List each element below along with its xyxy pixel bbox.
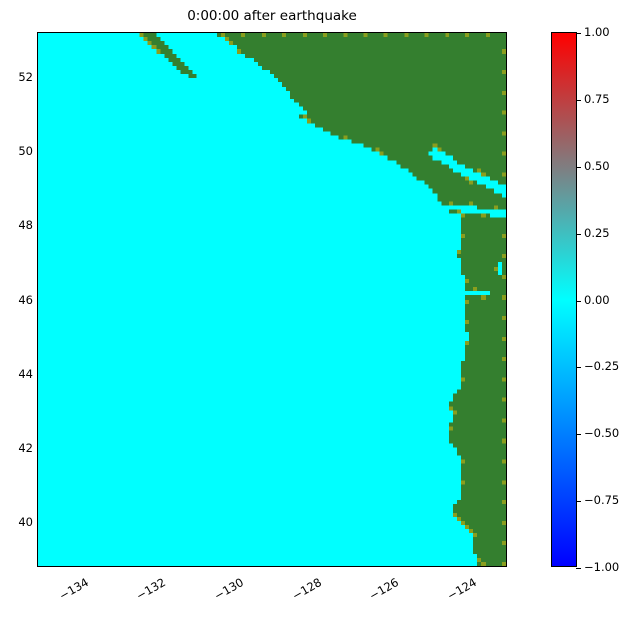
colorbar-ticklabel: −0.25 xyxy=(584,359,620,374)
x-axis-ticklabel: −130 xyxy=(211,575,247,603)
colorbar-tick xyxy=(576,166,581,168)
x-axis-ticklabel: −134 xyxy=(56,575,91,603)
colorbar-ticklabel: 0.75 xyxy=(584,91,610,106)
y-axis-ticklabel: 42 xyxy=(18,441,33,456)
colorbar-tick xyxy=(576,99,581,101)
colorbar-ticklabel: 0.50 xyxy=(584,158,610,173)
y-axis-tick xyxy=(37,523,38,524)
y-axis-tick xyxy=(37,226,38,227)
y-axis-ticklabel: 50 xyxy=(18,143,33,158)
x-axis-ticklabels: −134 −132 −130 −128 −126 −124 xyxy=(37,567,507,617)
y-axis-ticklabel: 46 xyxy=(18,292,33,307)
y-axis-ticklabel: 44 xyxy=(18,366,33,381)
colorbar-ticklabels: 1.00 0.75 0.50 0.25 0.00 −0.25 −0.50 −0.75 −1.00 xyxy=(584,25,638,574)
x-axis-ticklabel: −126 xyxy=(367,575,402,603)
colorbar-ticklabel: 1.00 xyxy=(584,25,610,39)
y-axis-ticklabels: 40 42 44 46 48 50 52 xyxy=(0,32,33,567)
coastline-heatmap xyxy=(38,33,506,566)
x-axis-ticklabel: −124 xyxy=(444,575,480,603)
colorbar[interactable] xyxy=(551,32,581,569)
colorbar-ticklabel: −1.00 xyxy=(584,560,620,574)
y-axis-tick xyxy=(37,301,38,302)
colorbar-tick xyxy=(576,367,581,369)
y-axis-ticklabel: 52 xyxy=(18,69,33,84)
x-axis-ticklabel: −128 xyxy=(289,575,324,603)
colorbar-tick xyxy=(576,501,581,503)
y-axis-tick xyxy=(37,449,38,450)
y-axis-ticklabel: 40 xyxy=(18,515,33,530)
colorbar-ticklabel: 0.25 xyxy=(584,225,610,240)
colorbar-ticklabel: −0.50 xyxy=(584,426,620,441)
map-axes[interactable] xyxy=(37,32,507,567)
colorbar-tick xyxy=(576,233,581,235)
colorbar-ticklabel: 0.00 xyxy=(584,292,610,307)
y-axis-tick xyxy=(37,152,38,153)
colorbar-tick xyxy=(576,568,581,569)
x-axis-ticklabel: −132 xyxy=(134,575,169,603)
y-axis-tick xyxy=(37,375,38,376)
colorbar-tick xyxy=(576,434,581,436)
colorbar-tick xyxy=(576,300,581,302)
y-axis-tick xyxy=(37,78,38,79)
plot-title: 0:00:00 after earthquake xyxy=(187,8,357,24)
y-axis-ticklabel: 48 xyxy=(18,218,33,233)
colorbar-ticklabel: −0.75 xyxy=(584,493,620,508)
colorbar-tick xyxy=(576,33,581,34)
